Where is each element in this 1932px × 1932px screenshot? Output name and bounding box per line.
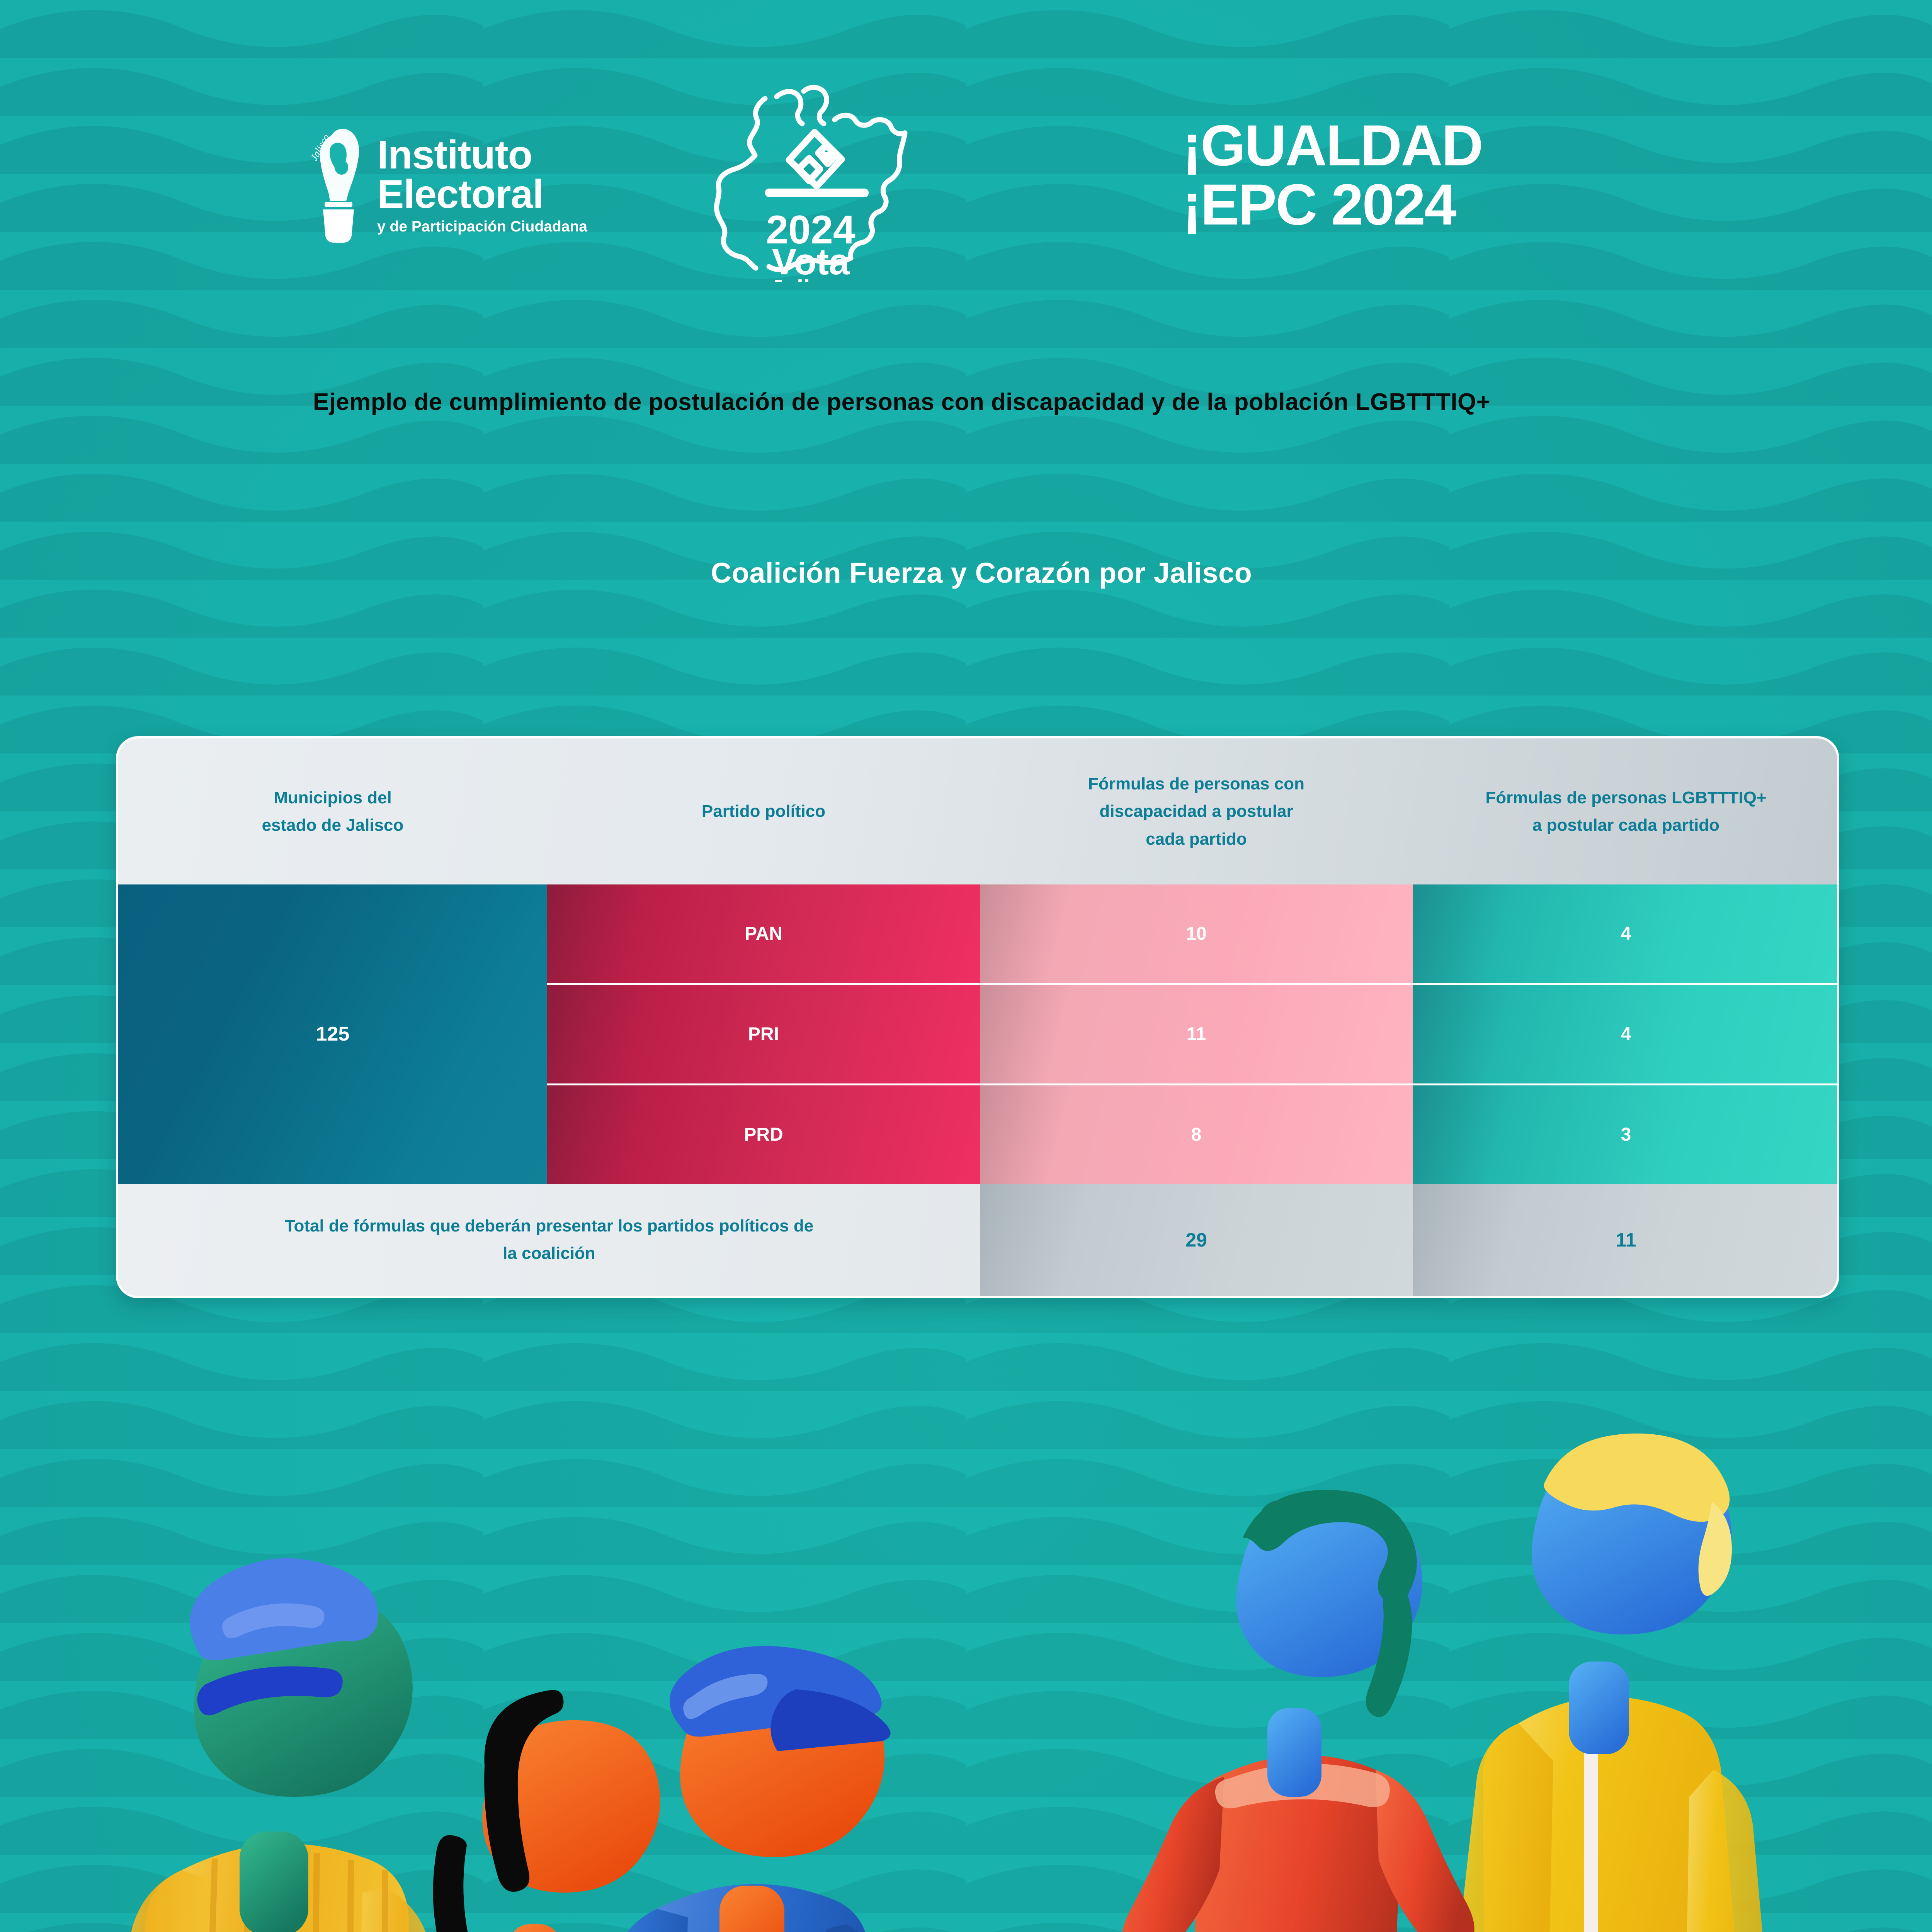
cell-discapacidad: 10 bbox=[980, 884, 1413, 983]
total-discapacidad-value: 29 bbox=[980, 1184, 1413, 1296]
ballot-box-icon bbox=[786, 129, 845, 190]
table-body: 125 PAN 10 4 PRI 11 4 PRD 8 3 bbox=[118, 884, 1837, 1184]
cell-lgbttttiq: 4 bbox=[1413, 985, 1837, 1083]
blue-cap-brim bbox=[770, 1689, 891, 1751]
green-hair bbox=[1243, 1490, 1417, 1605]
iepc-logo-line1: Instituto bbox=[377, 133, 532, 178]
total-lgbttttiq-value: 11 bbox=[1413, 1184, 1837, 1296]
column-header-discapacidad: Fórmulas de personas con discapacidad a … bbox=[980, 738, 1413, 884]
jacket-zipper bbox=[1584, 1729, 1598, 1932]
table-row: PAN 10 4 bbox=[547, 884, 1837, 983]
black-hair bbox=[484, 1690, 564, 1892]
beret-band bbox=[197, 1666, 343, 1716]
iepc-logo-line3: y de Participación Ciudadana bbox=[377, 218, 587, 235]
vota-logo-line2: Jalisco bbox=[770, 276, 851, 282]
cell-lgbttttiq: 3 bbox=[1413, 1085, 1837, 1184]
table-row: PRD 8 3 bbox=[547, 1083, 1837, 1184]
total-row-label-line1: Total de fórmulas que deberán presentar … bbox=[284, 1216, 814, 1236]
column-header-partido-text: Partido político bbox=[701, 802, 826, 821]
column-header-municipios-line1: Municipios del bbox=[274, 788, 392, 807]
total-row-label: Total de fórmulas que deberán presentar … bbox=[118, 1184, 980, 1296]
column-header-partido: Partido político bbox=[547, 738, 980, 884]
cell-discapacidad: 8 bbox=[980, 1085, 1413, 1184]
cell-municipios-value: 125 bbox=[118, 884, 547, 1184]
iepc-hand-ballot-icon: Jalisco bbox=[308, 120, 367, 251]
column-header-lgbttttiq-line1: Fórmulas de personas LGBTTTIQ+ bbox=[1485, 788, 1767, 807]
column-header-municipios-line2: estado de Jalisco bbox=[262, 815, 404, 835]
column-header-discapacidad-line1: Fórmulas de personas con bbox=[1088, 774, 1304, 793]
page-headline: Ejemplo de cumplimiento de postulación d… bbox=[313, 389, 1491, 415]
five-people-illustration bbox=[131, 1433, 1763, 1932]
table-total-row: Total de fórmulas que deberán presentar … bbox=[118, 1184, 1837, 1296]
iepc-logo-line2: Electoral bbox=[377, 172, 544, 217]
person-yellow-jacket-blue-pants bbox=[1459, 1433, 1763, 1932]
page-header: Jalisco Instituto Electoral y de Partici… bbox=[0, 0, 1932, 348]
blonde-hair bbox=[1698, 1502, 1732, 1596]
vota-logo-line1: Vota bbox=[772, 241, 850, 282]
formulas-table: Municipios del estado de Jalisco Partido… bbox=[116, 736, 1839, 1298]
column-header-discapacidad-line2: discapacidad a postular bbox=[1099, 802, 1293, 821]
iepc-logo: Jalisco Instituto Electoral y de Partici… bbox=[308, 116, 603, 255]
brand-title-line2-text: ¡EPC 2024 bbox=[1182, 172, 1457, 237]
column-header-lgbttttiq: Fórmulas de personas LGBTTTIQ+ a postula… bbox=[1413, 738, 1837, 884]
cell-party: PRD bbox=[547, 1085, 980, 1184]
cell-lgbttttiq: 4 bbox=[1413, 884, 1837, 983]
cell-discapacidad: 11 bbox=[980, 985, 1413, 1083]
brand-title-line2: ¡EPC 2024 bbox=[1182, 175, 1482, 234]
vota-logo-year: 2024 bbox=[766, 207, 855, 252]
brand-title-line1-text: ¡GUALDAD bbox=[1182, 113, 1483, 178]
table-row: PRI 11 4 bbox=[547, 983, 1837, 1083]
jalisco-map-outline-icon bbox=[714, 85, 908, 272]
green-hair-ponytail bbox=[1366, 1573, 1412, 1717]
column-header-municipios: Municipios del estado de Jalisco bbox=[118, 738, 547, 884]
person-blue-dress-black-hair bbox=[433, 1690, 660, 1932]
person-orange-top-purple-pants bbox=[1122, 1490, 1475, 1932]
blonde-hair bbox=[1544, 1433, 1730, 1522]
person-yellow-striped-sweater bbox=[131, 1558, 426, 1932]
vota-jalisco-logo: 2024 Vota Jalisco bbox=[707, 73, 916, 302]
column-header-lgbttttiq-line2: a postular cada partido bbox=[1532, 815, 1720, 835]
column-header-discapacidad-line3: cada partido bbox=[1146, 829, 1247, 849]
person-blue-jacket-cap bbox=[627, 1646, 891, 1932]
total-row-label-line2: la coalición bbox=[503, 1243, 595, 1263]
black-hair bbox=[433, 1835, 468, 1932]
brand-title-line1: ¡GUALDAD bbox=[1182, 113, 1483, 178]
table-header-row: Municipios del estado de Jalisco Partido… bbox=[118, 738, 1837, 884]
ballot-slot bbox=[765, 189, 869, 197]
cell-party: PRI bbox=[547, 985, 980, 1083]
coalition-subtitle: Coalición Fuerza y Corazón por Jalisco bbox=[711, 557, 1252, 589]
brand-title: ¡GUALDAD ¡EPC 2024 bbox=[1182, 113, 1483, 234]
cell-party: PAN bbox=[547, 884, 980, 983]
